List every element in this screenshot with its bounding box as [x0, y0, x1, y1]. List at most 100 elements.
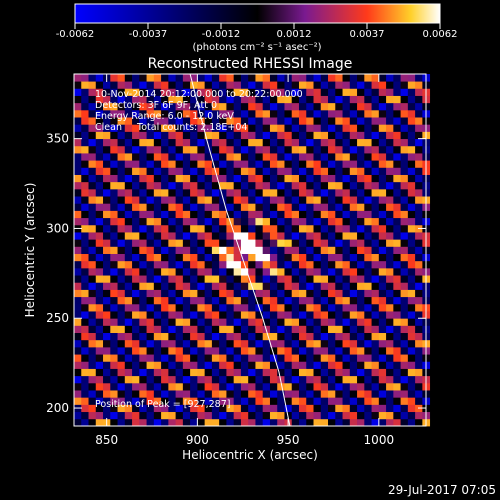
heatmap-cell	[313, 260, 322, 269]
heatmap-cell	[226, 239, 235, 247]
heatmap-cell	[204, 74, 213, 82]
heatmap-cell	[74, 289, 82, 298]
heatmap-cell	[357, 260, 365, 269]
heatmap-cell	[204, 246, 213, 254]
heatmap-cell	[342, 282, 351, 290]
heatmap-cell	[284, 246, 293, 254]
heatmap-cell	[328, 339, 336, 348]
heatmap-cell	[415, 318, 423, 326]
heatmap-cell	[182, 117, 191, 125]
heatmap-cell	[103, 411, 111, 420]
heatmap-cell	[74, 196, 82, 204]
heatmap-cell	[306, 346, 314, 355]
heatmap-cell	[182, 289, 191, 298]
heatmap-cell	[226, 232, 235, 240]
heatmap-cell	[371, 418, 380, 427]
heatmap-cell	[386, 95, 394, 104]
heatmap-cell	[386, 81, 394, 89]
heatmap-cell	[386, 267, 394, 276]
heatmap-cell	[284, 311, 293, 319]
heatmap-cell	[357, 339, 365, 348]
heatmap-cell	[269, 332, 278, 341]
heatmap-cell	[197, 390, 206, 398]
heatmap-cell	[291, 153, 300, 161]
heatmap-cell	[393, 124, 401, 132]
heatmap-cell	[81, 217, 89, 226]
heatmap-cell	[364, 217, 372, 226]
heatmap-cell	[132, 210, 140, 219]
heatmap-cell	[146, 275, 155, 283]
heatmap-cell	[168, 246, 177, 254]
heatmap-cell	[313, 397, 322, 405]
heatmap-cell	[219, 332, 227, 341]
heatmap-cell	[175, 390, 184, 398]
heatmap-cell	[153, 88, 162, 96]
heatmap-cell	[313, 411, 322, 420]
heatmap-cell	[407, 117, 416, 125]
heatmap-cell	[298, 332, 307, 341]
heatmap-cell	[240, 361, 249, 369]
heatmap-cell	[190, 296, 198, 305]
heatmap-cell	[255, 275, 264, 283]
heatmap-cell	[146, 224, 155, 233]
heatmap-cell	[139, 239, 147, 247]
heatmap-cell	[182, 74, 191, 82]
heatmap-cell	[233, 418, 242, 427]
heatmap-cell	[124, 203, 133, 211]
heatmap-cell	[306, 246, 314, 254]
heatmap-cell	[306, 153, 314, 161]
heatmap-cell	[378, 88, 387, 96]
heatmap-cell	[378, 246, 387, 254]
heatmap-cell	[320, 375, 329, 384]
heatmap-cell	[386, 203, 394, 211]
heatmap-cell	[124, 181, 133, 190]
heatmap-cell	[393, 167, 401, 175]
heatmap-cell	[211, 188, 220, 197]
heatmap-cell	[240, 282, 249, 290]
heatmap-cell	[219, 368, 227, 377]
heatmap-cell	[211, 397, 220, 405]
y-tick-label: 200	[46, 401, 69, 415]
heatmap-cell	[335, 81, 343, 89]
heatmap-cell	[357, 246, 365, 254]
heatmap-cell	[349, 361, 358, 369]
heatmap-cell	[313, 203, 322, 211]
heatmap-cell	[95, 131, 104, 140]
heatmap-cell	[95, 346, 104, 355]
heatmap-cell	[219, 260, 227, 269]
heatmap-cell	[146, 196, 155, 204]
heatmap-cell	[81, 303, 89, 312]
heatmap-cell	[415, 145, 423, 154]
heatmap-cell	[161, 382, 169, 391]
heatmap-cell	[291, 346, 300, 355]
heatmap-cell	[219, 346, 227, 355]
heatmap-cell	[117, 145, 126, 154]
heatmap-cell	[415, 346, 423, 355]
heatmap-cell	[291, 95, 300, 104]
heatmap-cell	[393, 368, 401, 377]
heatmap-cell	[197, 117, 206, 125]
heatmap-cell	[103, 303, 111, 312]
heatmap-cell	[371, 109, 380, 118]
heatmap-cell	[291, 117, 300, 125]
heatmap-cell	[226, 390, 235, 398]
heatmap-cell	[269, 354, 278, 362]
heatmap-cell	[117, 390, 126, 398]
heatmap-cell	[298, 117, 307, 125]
heatmap-cell	[306, 390, 314, 398]
heatmap-cell	[132, 102, 140, 111]
heatmap-cell	[400, 361, 409, 369]
heatmap-cell	[248, 217, 256, 226]
heatmap-cell	[357, 217, 365, 226]
heatmap-cell	[139, 160, 147, 168]
heatmap-cell	[313, 418, 322, 427]
heatmap-cell	[357, 411, 365, 420]
heatmap-cell	[168, 203, 177, 211]
heatmap-cell	[146, 289, 155, 298]
heatmap-cell	[168, 354, 177, 362]
heatmap-cell	[146, 160, 155, 168]
heatmap-cell	[233, 375, 242, 384]
heatmap-cell	[248, 102, 256, 111]
heatmap-cell	[110, 397, 118, 405]
heatmap-cell	[88, 117, 97, 125]
